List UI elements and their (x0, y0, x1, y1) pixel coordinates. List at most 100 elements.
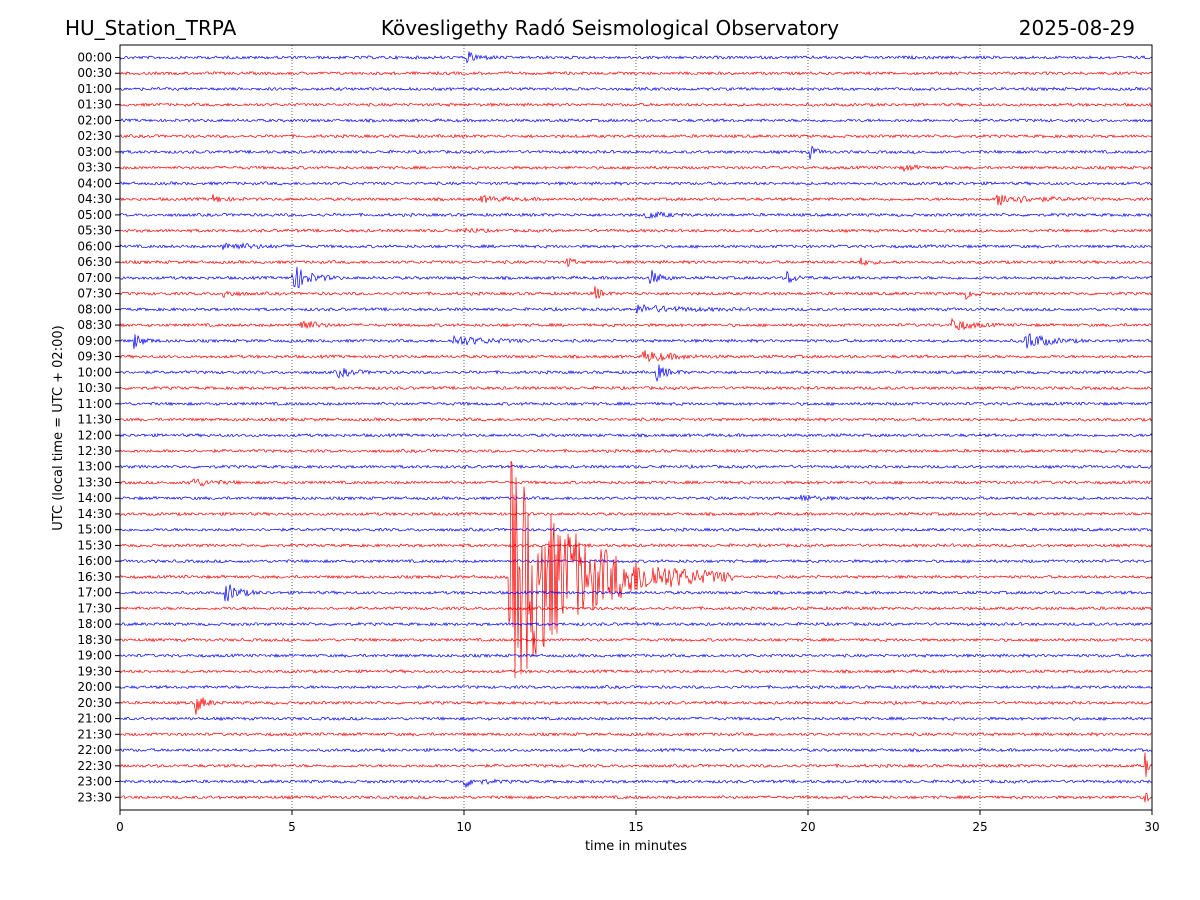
row-label-0230: 02:30 (77, 129, 112, 143)
row-label-1300: 13:00 (77, 460, 112, 474)
trace-row-1500 (119, 527, 1153, 533)
trace-row-1700 (119, 584, 1153, 602)
row-label-1600: 16:00 (77, 554, 112, 568)
trace-row-1000 (119, 364, 1153, 383)
row-label-0630: 06:30 (77, 255, 112, 269)
row-label-1500: 15:00 (77, 523, 112, 537)
row-label-1530: 15:30 (77, 538, 112, 552)
row-label-0030: 00:30 (77, 66, 112, 80)
x-tick-label-25: 25 (972, 820, 987, 834)
trace-row-0300 (119, 145, 1153, 160)
x-tick-label-30: 30 (1144, 820, 1159, 834)
row-label-1230: 12:30 (77, 444, 112, 458)
trace-row-0530 (119, 227, 1153, 234)
row-label-2300: 23:00 (77, 775, 112, 789)
row-label-1130: 11:30 (77, 413, 112, 427)
row-label-0000: 00:00 (77, 51, 112, 65)
trace-row-1930 (119, 668, 1153, 674)
row-label-0830: 08:30 (77, 318, 112, 332)
row-label-2330: 23:30 (77, 790, 112, 804)
row-label-0700: 07:00 (77, 271, 112, 285)
row-label-0330: 03:30 (77, 161, 112, 175)
x-tick-label-5: 5 (288, 820, 296, 834)
trace-row-0400 (119, 181, 1153, 186)
row-label-0400: 04:00 (77, 176, 112, 190)
trace-row-0630 (119, 257, 1153, 268)
trace-row-0130 (119, 102, 1153, 108)
trace-row-2100 (119, 715, 1153, 722)
trace-row-1800 (119, 621, 1153, 627)
row-label-0300: 03:00 (77, 145, 112, 159)
row-label-0600: 06:00 (77, 239, 112, 253)
row-label-0500: 05:00 (77, 208, 112, 222)
trace-row-0930 (119, 350, 1153, 363)
row-label-2000: 20:00 (77, 680, 112, 694)
trace-row-2300 (119, 778, 1153, 789)
trace-row-0700 (119, 266, 1153, 289)
row-label-1700: 17:00 (77, 586, 112, 600)
row-label-0900: 09:00 (77, 334, 112, 348)
row-label-1200: 12:00 (77, 428, 112, 442)
trace-row-0330 (119, 164, 1153, 173)
row-label-0530: 05:30 (77, 224, 112, 238)
trace-row-1030 (119, 385, 1153, 391)
plot-frame (119, 44, 1153, 811)
chart-date: 2025-08-29 (1019, 16, 1135, 40)
row-label-1730: 17:30 (77, 601, 112, 615)
trace-row-0230 (119, 133, 1153, 139)
row-label-0730: 07:30 (77, 287, 112, 301)
trace-row-0430 (119, 194, 1153, 206)
x-axis-label: time in minutes (585, 839, 687, 854)
row-label-1030: 10:30 (77, 381, 112, 395)
x-tick-label-10: 10 (456, 820, 471, 834)
row-label-0430: 04:30 (77, 192, 112, 206)
row-label-1100: 11:00 (77, 397, 112, 411)
trace-row-0830 (119, 317, 1153, 331)
trace-row-1400 (119, 494, 1153, 502)
station-name: HU_Station_TRPA (65, 16, 237, 40)
trace-row-1430 (119, 511, 1153, 517)
trace-row-1330 (119, 478, 1153, 487)
trace-row-1130 (119, 417, 1153, 423)
chart-title: Kövesligethy Radó Seismological Observat… (381, 16, 839, 40)
row-label-0130: 01:30 (77, 98, 112, 112)
row-label-1830: 18:30 (77, 633, 112, 647)
trace-row-2130 (119, 731, 1153, 737)
row-label-2130: 21:30 (77, 727, 112, 741)
trace-row-1100 (119, 401, 1153, 407)
row-label-2030: 20:30 (77, 696, 112, 710)
row-label-2230: 22:30 (77, 759, 112, 773)
trace-row-2200 (119, 747, 1153, 753)
row-label-2200: 22:00 (77, 743, 112, 757)
row-label-1430: 14:30 (77, 507, 112, 521)
trace-row-1200 (119, 432, 1153, 438)
y-axis-label: UTC (local time = UTC + 02:00) (51, 325, 66, 530)
trace-row-1630 (119, 460, 1153, 679)
row-label-1900: 19:00 (77, 649, 112, 663)
row-label-1800: 18:00 (77, 617, 112, 631)
trace-row-2000 (119, 684, 1153, 690)
trace-row-0000 (119, 51, 1153, 64)
seismic-traces (119, 51, 1153, 803)
row-label-1330: 13:30 (77, 475, 112, 489)
trace-row-1900 (119, 653, 1153, 659)
trace-row-2230 (119, 752, 1153, 777)
trace-row-0500 (119, 211, 1153, 220)
trace-row-2030 (119, 697, 1153, 715)
row-label-0100: 01:00 (77, 82, 112, 96)
trace-row-1300 (119, 464, 1153, 470)
x-tick-label-0: 0 (116, 820, 124, 834)
trace-row-1530 (119, 542, 1153, 548)
trace-row-0030 (119, 70, 1153, 76)
row-label-1930: 19:30 (77, 664, 112, 678)
trace-row-0100 (119, 86, 1153, 92)
row-label-1630: 16:30 (77, 570, 112, 584)
x-axis-ticks: 0 5 10 15 20 25 30 (116, 810, 1160, 834)
x-tick-label-15: 15 (628, 820, 643, 834)
trace-row-2330 (119, 792, 1153, 803)
trace-row-0730 (119, 285, 1153, 300)
row-label-1400: 14:00 (77, 491, 112, 505)
trace-row-0900 (119, 333, 1153, 350)
